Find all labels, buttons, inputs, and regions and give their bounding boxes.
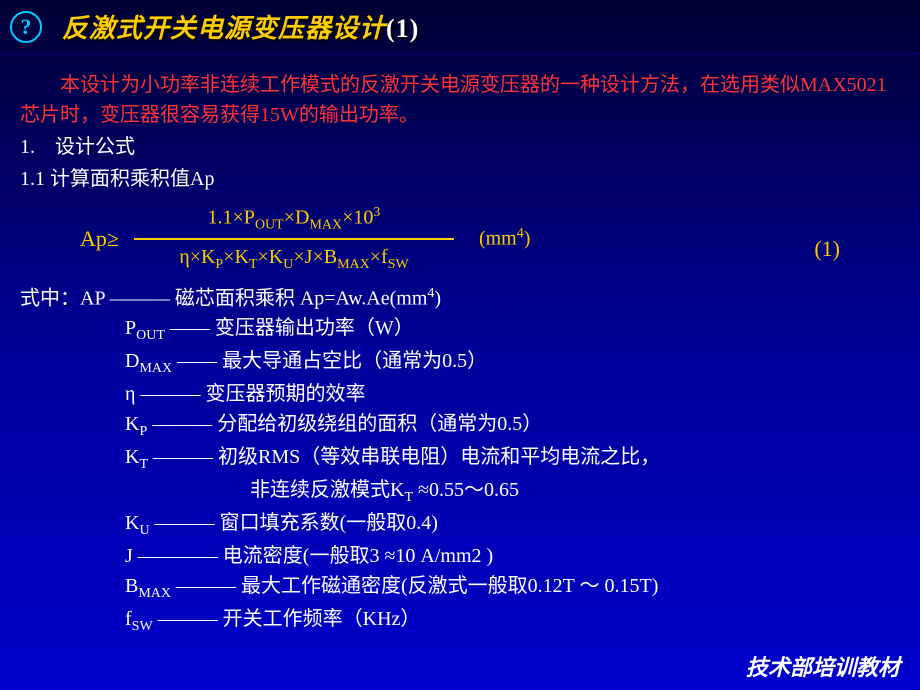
section-1: 1. 设计公式 [20,132,900,162]
pout-txt: ―― 变压器输出功率（W） [165,317,414,339]
d4: ×K [258,246,284,268]
pout-sub: OUT [136,328,165,343]
j-sym: J [125,545,133,567]
eta-sym: η [125,383,135,405]
title-number: (1) [386,14,419,43]
dmax-sym: D [125,350,139,372]
slide-title: 反激式开关电源变压器设计(1) [62,8,419,45]
kp-sym: K [125,413,139,435]
num-mid: ×D [284,207,310,229]
unit-open: (mm [479,228,517,250]
dmax-txt: ―― 最大导通占空比（通常为0.5） [172,350,487,372]
d3: T [249,257,258,272]
num-sup: 3 [373,205,380,220]
unit-close: ) [524,228,531,250]
def-kp: KP ――― 分配给初级绕组的面积（通常为0.5） [20,409,900,442]
formula-lhs: Ap≥ [80,222,119,255]
def-ap-text: 式中：AP ――― 磁芯面积乘积 Ap=Aw.Ae(mm [20,287,427,309]
d9: SW [388,257,409,272]
num-sub1: OUT [255,218,284,233]
def-kt-cont: 非连续反激模式KT ≈0.55～0.65 [20,475,900,508]
kt-cont-post: ≈0.55～0.65 [413,479,519,501]
d5: U [283,257,293,272]
slide-content: 本设计为小功率非连续工作模式的反激开关电源变压器的一种设计方法，在选用类似MAX… [0,55,920,647]
d7: MAX [337,257,370,272]
fsw-sub: SW [132,619,153,634]
num-pre: 1.1×P [208,207,255,229]
bmax-sub: MAX [138,586,171,601]
d0: η×K [179,246,215,268]
kt-sym: K [125,446,139,468]
def-fsw: fSW ――― 开关工作频率（KHz） [20,604,900,637]
num-post: ×10 [342,207,373,229]
dmax-sub: MAX [139,361,172,376]
kt-sub: T [139,457,148,472]
def-pout: POUT ―― 变压器输出功率（W） [20,313,900,346]
bmax-sym: B [125,575,138,597]
d8: ×f [370,246,388,268]
denominator: η×KP×KT×KU×J×BMAX×fSW [169,240,418,275]
ku-sub: U [139,523,149,538]
j-txt: ―――― 电流密度(一般取3 ≈10 A/mm2 ) [133,545,493,567]
def-kt: KT ――― 初级RMS（等效串联电阻）电流和平均电流之比， [20,442,900,475]
formula-unit: (mm4) [479,223,530,254]
pout-sym: P [125,317,136,339]
kp-txt: ――― 分配给初级绕组的面积（通常为0.5） [147,413,542,435]
def-eta: η ――― 变压器预期的效率 [20,379,900,409]
section-1-1: 1.1 计算面积乘积值Ap [20,164,900,194]
equation-number: (1) [814,232,840,265]
title-main: 反激式开关电源变压器设计 [62,14,386,43]
formula-ap: Ap≥ 1.1×POUT×DMAX×103 η×KP×KT×KU×J×BMAX×… [20,202,900,275]
footer-text: 技术部培训教材 [746,650,900,682]
bmax-txt: ――― 最大工作磁通密度(反激式一般取0.12T ～ 0.15T) [171,575,658,597]
eta-txt: ――― 变压器预期的效率 [135,383,365,405]
d2: ×K [223,246,249,268]
def-bmax: BMAX ――― 最大工作磁通密度(反激式一般取0.12T ～ 0.15T) [20,571,900,604]
def-j: J ―――― 电流密度(一般取3 ≈10 A/mm2 ) [20,541,900,571]
unit-sup: 4 [517,226,524,241]
kt-txt: ――― 初级RMS（等效串联电阻）电流和平均电流之比， [148,446,660,468]
help-icon[interactable]: ? [10,11,42,43]
fsw-sym: f [125,608,132,630]
def-ku: KU ――― 窗口填充系数(一般取0.4) [20,508,900,541]
fraction: 1.1×POUT×DMAX×103 η×KP×KT×KU×J×BMAX×fSW [134,202,454,275]
slide-header: ? 反激式开关电源变压器设计(1) [0,0,920,55]
num-sub2: MAX [309,218,342,233]
fsw-txt: ――― 开关工作频率（KHz） [153,608,421,630]
ku-txt: ――― 窗口填充系数(一般取0.4) [150,512,438,534]
kt-cont-pre: 非连续反激模式K [250,479,404,501]
d6: ×J×B [293,246,337,268]
ku-sym: K [125,512,139,534]
def-ap: 式中：AP ――― 磁芯面积乘积 Ap=Aw.Ae(mm4) [20,283,900,314]
definitions: 式中：AP ――― 磁芯面积乘积 Ap=Aw.Ae(mm4) POUT ―― 变… [20,283,900,638]
def-dmax: DMAX ―― 最大导通占空比（通常为0.5） [20,346,900,379]
kt-cont-sub: T [404,490,413,505]
intro-text: 本设计为小功率非连续工作模式的反激开关电源变压器的一种设计方法，在选用类似MAX… [20,70,900,130]
def-ap-close: ) [434,287,441,309]
numerator: 1.1×POUT×DMAX×103 [198,202,391,238]
